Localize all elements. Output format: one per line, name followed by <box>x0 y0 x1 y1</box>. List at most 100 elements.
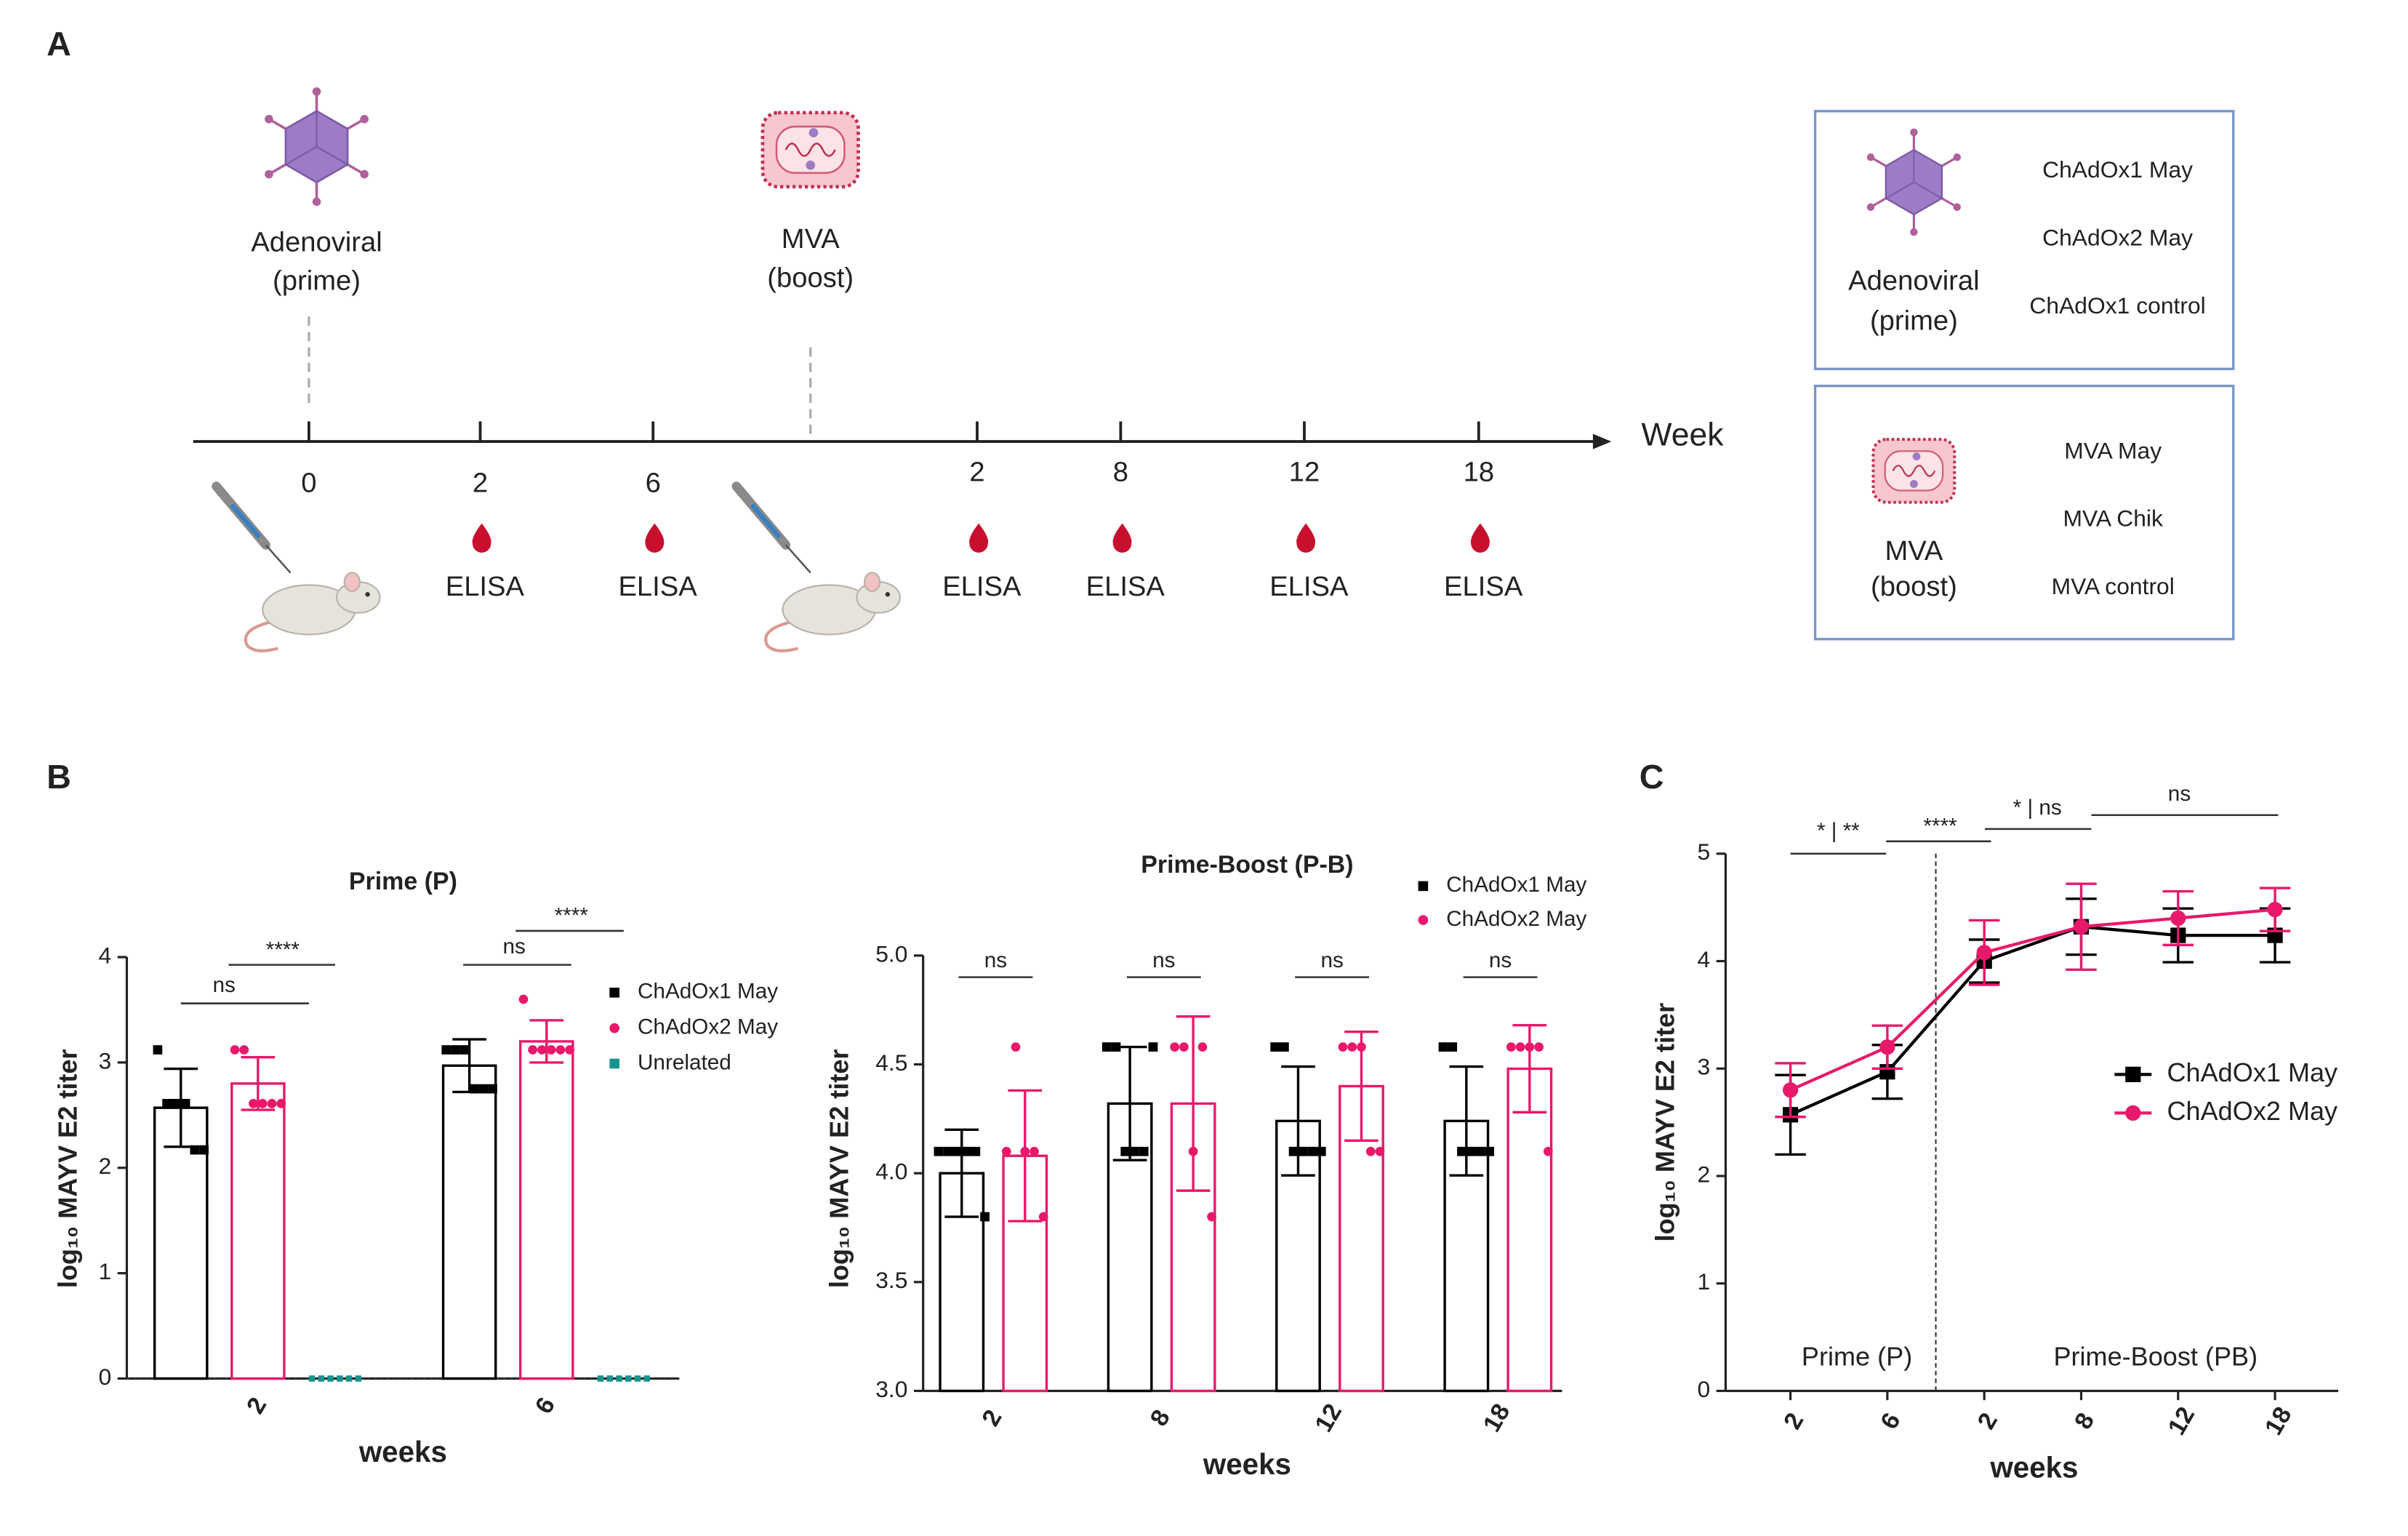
significance-label: **** <box>555 904 589 928</box>
legend-label: ChAdOx1 May <box>2167 1057 2338 1087</box>
y-tick-label: 3.0 <box>875 1376 907 1402</box>
data-point <box>528 1045 538 1055</box>
mva-dna <box>1892 465 1936 477</box>
data-point <box>1525 1042 1535 1052</box>
panel-label: C <box>1640 758 1664 796</box>
y-tick-label: 3 <box>1698 1054 1711 1080</box>
group-label: Adenoviral <box>1848 265 1979 297</box>
group-item: ChAdOx1 May <box>2042 156 2193 183</box>
data-point <box>199 1145 209 1155</box>
chart-title: Prime-Boost (P-B) <box>1141 851 1353 879</box>
sample-label: ELISA <box>446 571 525 602</box>
data-point <box>1475 1146 1485 1156</box>
data-point <box>2267 902 2283 918</box>
data-point <box>478 1084 489 1094</box>
timeline-tick-label: 2 <box>969 457 984 488</box>
data-point <box>943 1146 953 1156</box>
data-point <box>961 1146 971 1156</box>
spike-tip <box>360 114 369 124</box>
phase-label: (boost) <box>767 262 854 293</box>
spike-tip <box>1953 203 1962 211</box>
y-axis-label: log₁₀ MAYV E2 titer <box>1650 1003 1679 1242</box>
spike-tip <box>312 87 321 96</box>
data-point <box>1466 1146 1476 1156</box>
mouse-ear <box>343 572 361 593</box>
timeline-tick-label: 6 <box>646 468 661 499</box>
mva-dot <box>806 160 816 170</box>
data-point <box>934 1146 944 1156</box>
bar <box>1506 1067 1553 1393</box>
group-item: MVA Chik <box>2063 505 2163 532</box>
bar <box>518 1040 574 1380</box>
data-point <box>1347 1042 1357 1052</box>
data-point <box>257 1099 268 1108</box>
data-point <box>1338 1042 1348 1052</box>
data-point <box>1120 1146 1131 1156</box>
legend-label: ChAdOx2 May <box>638 1015 778 1039</box>
mva-icon <box>760 111 860 189</box>
data-point <box>1101 1042 1112 1052</box>
spike-tip <box>312 197 321 207</box>
panel-label: B <box>47 758 71 796</box>
phase-label: (prime) <box>273 265 361 297</box>
mouse-eye <box>885 592 891 597</box>
y-axis-label: log₁₀ MAYV E2 titer <box>824 1049 854 1289</box>
data-point <box>276 1099 286 1108</box>
data-point <box>565 1045 574 1055</box>
y-tick-label: 4.0 <box>875 1159 907 1185</box>
data-point <box>162 1099 172 1108</box>
blood-drop <box>1112 523 1132 553</box>
syringe-fill <box>750 503 782 539</box>
region-label: Prime-Boost (PB) <box>2053 1341 2258 1371</box>
sample-label: ELISA <box>618 571 697 602</box>
data-point <box>2073 919 2090 935</box>
timeline-axis-label: Week <box>1641 417 1724 452</box>
significance-label: ns <box>1152 948 1175 972</box>
data-point <box>1170 1042 1180 1052</box>
data-point <box>555 1045 566 1055</box>
mva-icon <box>1871 438 1956 504</box>
mouse-ear <box>863 572 881 593</box>
data-point <box>1782 1082 1799 1098</box>
y-tick-label: 4.5 <box>875 1049 907 1076</box>
data-point <box>643 1375 650 1382</box>
y-tick-label: 0 <box>1698 1376 1711 1402</box>
x-axis-label: weeks <box>1203 1447 1291 1481</box>
significance-label: * | ** <box>1817 819 1860 843</box>
capsid-facets <box>285 111 348 166</box>
data-point <box>1365 1146 1376 1156</box>
mva-dot <box>1909 480 1918 488</box>
data-point <box>1543 1146 1553 1156</box>
data-point <box>634 1375 641 1382</box>
legend-marker <box>2125 1066 2141 1082</box>
data-point <box>625 1375 632 1382</box>
group-item: ChAdOx1 control <box>2029 292 2205 319</box>
legend-label: ChAdOx1 May <box>1446 873 1586 897</box>
virus-icon <box>1866 128 1962 236</box>
group-item: ChAdOx2 May <box>2042 224 2193 250</box>
data-point <box>327 1375 334 1382</box>
bar <box>230 1082 286 1380</box>
y-tick-label: 2 <box>98 1153 111 1179</box>
data-point <box>1357 1042 1366 1052</box>
legend-label: ChAdOx1 May <box>638 980 778 1004</box>
data-point <box>153 1045 163 1055</box>
legend-label: Unrelated <box>638 1050 731 1074</box>
mva-dna <box>784 143 836 157</box>
legend-marker <box>609 988 619 998</box>
timeline-arrow <box>1592 433 1612 449</box>
significance-label: ns <box>503 935 526 959</box>
y-tick-label: 1 <box>1698 1268 1711 1295</box>
data-point <box>488 1084 497 1094</box>
data-point <box>1316 1146 1326 1156</box>
significance-label: **** <box>1923 815 1957 839</box>
series-line <box>1789 925 2276 1116</box>
significance-label: ns <box>1489 948 1512 972</box>
data-point <box>1038 1212 1048 1222</box>
legend-label: ChAdOx2 May <box>1446 907 1586 931</box>
significance-label: ns <box>984 948 1007 972</box>
y-tick-label: 4 <box>98 942 111 968</box>
data-point <box>1020 1146 1030 1156</box>
spike-tip <box>1866 203 1875 211</box>
